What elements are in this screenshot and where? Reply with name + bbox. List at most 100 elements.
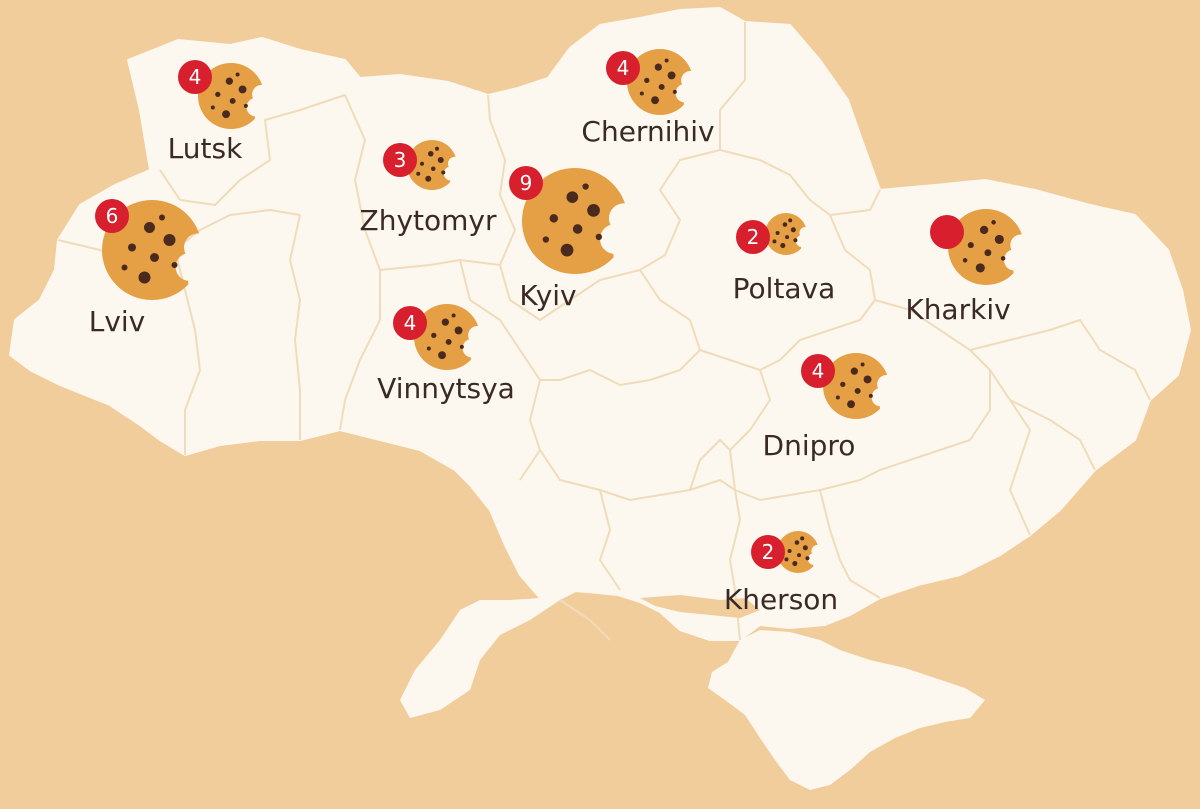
bitten-cookie-icon <box>407 140 457 190</box>
city-kherson[interactable]: 2 Kherson <box>724 531 838 616</box>
city-lviv[interactable]: 6 Lviv <box>89 199 202 338</box>
crimea-shape <box>708 630 985 790</box>
count-badge: 4 <box>801 354 835 388</box>
city-dnipro[interactable]: 4 Dnipro <box>763 353 889 462</box>
chocolate-chip <box>420 161 424 166</box>
bitten-cookie-icon <box>414 304 480 370</box>
count-badge: 2 <box>736 220 770 254</box>
city-zhytomyr[interactable]: 3 Zhytomyr <box>360 140 497 237</box>
badge-count: 4 <box>617 56 630 80</box>
chocolate-chip <box>797 553 802 558</box>
chocolate-chip <box>454 326 463 335</box>
chocolate-chip <box>850 367 858 375</box>
chocolate-chip <box>138 271 151 284</box>
badge-count: 4 <box>812 359 825 383</box>
chocolate-chip <box>542 236 550 243</box>
coastal-inlet <box>640 595 760 618</box>
chocolate-chip <box>215 91 221 97</box>
badge-count: 2 <box>762 540 775 564</box>
chocolate-chip <box>441 170 446 175</box>
count-badge: 4 <box>393 306 427 340</box>
chocolate-chip <box>572 224 583 234</box>
chocolate-chip <box>863 375 872 384</box>
chocolate-chip <box>805 556 810 561</box>
chocolate-chip <box>128 243 136 252</box>
chocolate-chip <box>975 263 985 273</box>
chocolate-chip <box>792 561 798 567</box>
chocolate-chip <box>441 318 449 326</box>
chocolate-chip <box>651 96 660 105</box>
chocolate-chip <box>428 151 434 157</box>
city-chernihiv[interactable]: 4 Chernihiv <box>581 49 715 148</box>
chocolate-chip <box>1000 256 1006 261</box>
chocolate-chip <box>782 222 788 227</box>
city-label: Poltava <box>733 272 836 305</box>
city-label: Chernihiv <box>581 115 714 148</box>
city-poltava[interactable]: 2 Poltava <box>733 213 836 305</box>
chocolate-chip <box>416 171 421 176</box>
chocolate-chip <box>235 72 240 77</box>
chocolate-chip <box>210 105 215 110</box>
chocolate-chip <box>243 103 248 108</box>
chocolate-chip <box>835 395 840 400</box>
city-label: Vinnytsya <box>377 372 515 405</box>
bitten-cookie-icon <box>823 353 889 419</box>
chocolate-chip <box>787 548 792 553</box>
mainland-shape <box>9 7 1191 641</box>
chocolate-chip <box>784 557 789 562</box>
chocolate-chip <box>431 166 436 171</box>
badge-count: 3 <box>394 148 407 172</box>
chocolate-chip <box>772 239 777 244</box>
badge-count: 2 <box>747 225 760 249</box>
chocolate-chip <box>438 351 447 360</box>
badge-count: 4 <box>189 65 202 89</box>
badge-count: 4 <box>404 311 417 335</box>
chocolate-chip <box>667 71 676 80</box>
chocolate-chip <box>979 225 989 235</box>
count-badge: 3 <box>383 143 417 177</box>
city-label: Lutsk <box>168 132 243 165</box>
chocolate-chip <box>222 110 231 119</box>
chocolate-chip <box>582 183 589 190</box>
chocolate-chip <box>790 227 796 233</box>
chocolate-chip <box>150 253 159 262</box>
city-label: Kharkiv <box>905 293 1010 326</box>
bitten-cookie-icon <box>198 63 264 129</box>
bitten-cookie-icon <box>627 49 693 115</box>
chocolate-chip <box>587 204 600 217</box>
chocolate-chip <box>144 222 155 233</box>
bitten-cookie-icon <box>765 213 807 255</box>
city-kharkiv[interactable]: Kharkiv <box>905 209 1024 326</box>
chocolate-chip <box>860 362 865 367</box>
chocolate-chip <box>445 338 452 345</box>
chocolate-chip <box>800 536 805 541</box>
bitten-cookie-icon <box>102 200 202 300</box>
chocolate-chip <box>672 89 677 94</box>
chocolate-chip <box>802 545 808 551</box>
chocolate-chip <box>639 91 644 96</box>
chocolate-chip <box>121 264 128 271</box>
chocolate-chip <box>994 234 1004 244</box>
chocolate-chip <box>163 234 176 246</box>
chocolate-chip <box>171 262 178 268</box>
chocolate-chip <box>780 243 786 249</box>
chocolate-chip <box>229 97 236 104</box>
chocolate-chip <box>658 83 665 90</box>
count-badge: 9 <box>509 166 543 200</box>
count-badge <box>930 215 964 249</box>
chocolate-chip <box>847 400 856 409</box>
chocolate-chip <box>785 235 790 240</box>
city-vinnytsya[interactable]: 4 Vinnytsya <box>377 304 515 405</box>
chocolate-chip <box>549 214 559 223</box>
city-label: Lviv <box>89 305 146 338</box>
chocolate-chip <box>426 346 431 351</box>
city-kyiv[interactable]: 9 Kyiv <box>509 166 628 312</box>
chocolate-chip <box>991 220 996 225</box>
chocolate-chip <box>967 242 974 249</box>
southwest-strip <box>400 480 580 718</box>
badge-count: 9 <box>520 171 533 195</box>
city-lutsk[interactable]: 4 Lutsk <box>168 60 264 165</box>
chocolate-chip <box>644 77 650 83</box>
chocolate-chip <box>451 313 456 318</box>
